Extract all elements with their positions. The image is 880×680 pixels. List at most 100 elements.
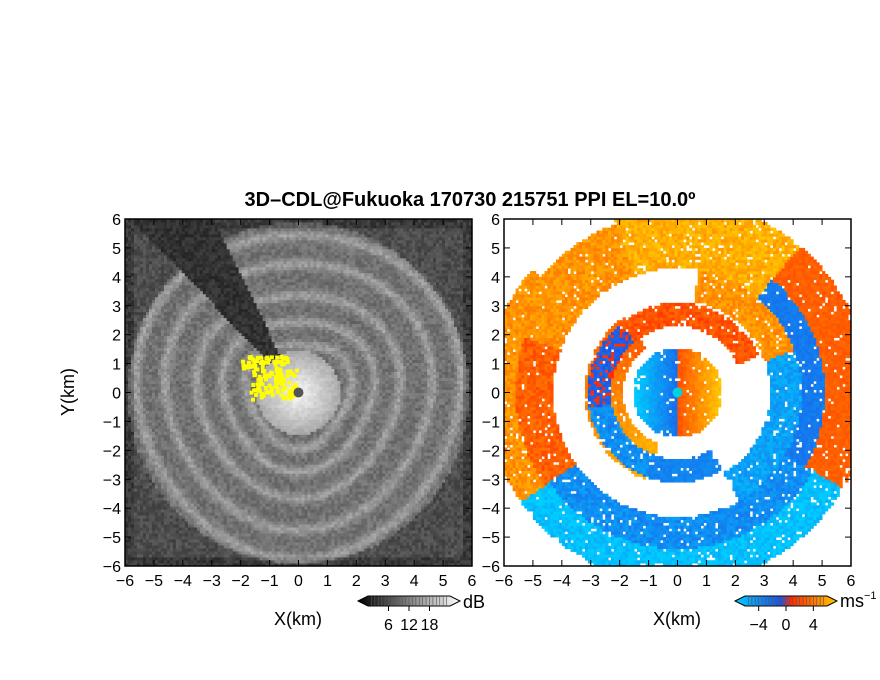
reflectivity-pixel	[190, 413, 195, 417]
reflectivity-pixel	[238, 533, 243, 537]
reflectivity-pixel	[160, 488, 165, 492]
reflectivity-pixel	[232, 332, 237, 337]
reflectivity-pixel	[187, 494, 192, 498]
reflectivity-pixel	[184, 434, 189, 438]
reflectivity-pixel	[250, 311, 255, 316]
reflectivity-pixel	[130, 260, 135, 265]
reflectivity-pixel	[160, 290, 165, 295]
reflectivity-pixel	[205, 239, 210, 244]
reflectivity-pixel	[247, 299, 252, 304]
reflectivity-pixel	[241, 233, 246, 238]
reflectivity-pixel	[229, 219, 234, 223]
reflectivity-pixel	[220, 257, 225, 262]
reflectivity-pixel	[157, 425, 162, 429]
reflectivity-pixel	[169, 287, 174, 292]
reflectivity-pixel	[217, 497, 222, 501]
reflectivity-pixel	[202, 314, 207, 319]
reflectivity-pixel	[211, 488, 216, 492]
reflectivity-pixel	[205, 413, 210, 417]
reflectivity-pixel	[145, 293, 150, 298]
reflectivity-pixel	[199, 404, 204, 408]
reflectivity-pixel	[187, 395, 192, 399]
reflectivity-pixel	[193, 533, 198, 537]
reflectivity-pixel	[232, 350, 237, 355]
reflectivity-pixel	[202, 398, 207, 402]
reflectivity-pixel	[241, 254, 246, 259]
reflectivity-pixel	[202, 230, 207, 235]
reflectivity-pixel	[160, 449, 165, 453]
reflectivity-pixel	[214, 461, 219, 465]
reflectivity-pixel	[223, 416, 228, 420]
reflectivity-pixel	[217, 494, 222, 498]
reflectivity-pixel	[208, 236, 213, 241]
reflectivity-pixel	[196, 530, 201, 534]
reflectivity-pixel	[133, 224, 138, 229]
reflectivity-pixel	[217, 386, 222, 390]
reflectivity-pixel	[148, 332, 153, 337]
reflectivity-pixel	[127, 374, 132, 378]
reflectivity-pixel	[125, 530, 129, 534]
reflectivity-pixel	[193, 251, 198, 256]
reflectivity-pixel	[154, 530, 159, 534]
reflectivity-pixel	[226, 488, 231, 492]
reflectivity-pixel	[199, 539, 204, 543]
reflectivity-pixel	[172, 332, 177, 337]
reflectivity-pixel	[142, 269, 147, 274]
reflectivity-pixel	[127, 353, 132, 358]
reflectivity-pixel	[217, 482, 222, 486]
reflectivity-pixel	[196, 392, 201, 396]
reflectivity-pixel	[250, 500, 255, 504]
reflectivity-pixel	[133, 239, 138, 244]
reflectivity-pixel	[211, 323, 216, 328]
reflectivity-pixel	[235, 431, 240, 435]
reflectivity-pixel	[172, 386, 177, 390]
reflectivity-pixel	[232, 440, 237, 444]
reflectivity-pixel	[178, 224, 183, 229]
reflectivity-pixel	[193, 446, 198, 450]
reflectivity-pixel	[220, 371, 225, 375]
reflectivity-pixel	[235, 464, 240, 468]
reflectivity-pixel	[247, 476, 252, 480]
reflectivity-pixel	[160, 323, 165, 328]
reflectivity-pixel	[226, 317, 231, 322]
reflectivity-pixel	[193, 275, 198, 280]
reflectivity-pixel	[181, 341, 186, 346]
reflectivity-pixel	[169, 386, 174, 390]
reflectivity-pixel	[136, 338, 141, 343]
reflectivity-pixel	[178, 302, 183, 307]
reflectivity-pixel	[133, 392, 138, 396]
reflectivity-pixel	[232, 479, 237, 483]
reflectivity-pixel	[229, 287, 234, 292]
reflectivity-pixel	[163, 287, 168, 292]
reflectivity-pixel	[160, 395, 165, 399]
reflectivity-pixel	[229, 239, 234, 244]
reflectivity-pixel	[229, 392, 234, 396]
reflectivity-pixel	[199, 482, 204, 486]
reflectivity-pixel	[247, 401, 252, 405]
reflectivity-pixel	[157, 350, 162, 355]
reflectivity-pixel	[136, 527, 141, 531]
reflectivity-pixel	[133, 533, 138, 537]
reflectivity-pixel	[244, 233, 249, 238]
reflectivity-pixel	[136, 515, 141, 519]
reflectivity-pixel	[217, 404, 222, 408]
reflectivity-pixel	[172, 362, 177, 366]
reflectivity-pixel	[130, 290, 135, 295]
reflectivity-pixel	[133, 299, 138, 304]
reflectivity-pixel	[229, 224, 234, 229]
reflectivity-pixel	[172, 488, 177, 492]
reflectivity-pixel	[238, 395, 243, 399]
reflectivity-pixel	[172, 323, 177, 328]
reflectivity-pixel	[151, 392, 156, 396]
reflectivity-pixel	[253, 551, 258, 555]
reflectivity-pixel	[229, 305, 234, 310]
reflectivity-pixel	[178, 374, 183, 378]
reflectivity-pixel	[202, 506, 207, 510]
reflectivity-pixel	[145, 524, 150, 528]
reflectivity-pixel	[205, 545, 210, 549]
reflectivity-pixel	[250, 254, 255, 259]
reflectivity-pixel	[127, 278, 132, 283]
reflectivity-pixel	[148, 479, 153, 483]
reflectivity-pixel	[250, 326, 255, 331]
reflectivity-pixel	[136, 377, 141, 381]
